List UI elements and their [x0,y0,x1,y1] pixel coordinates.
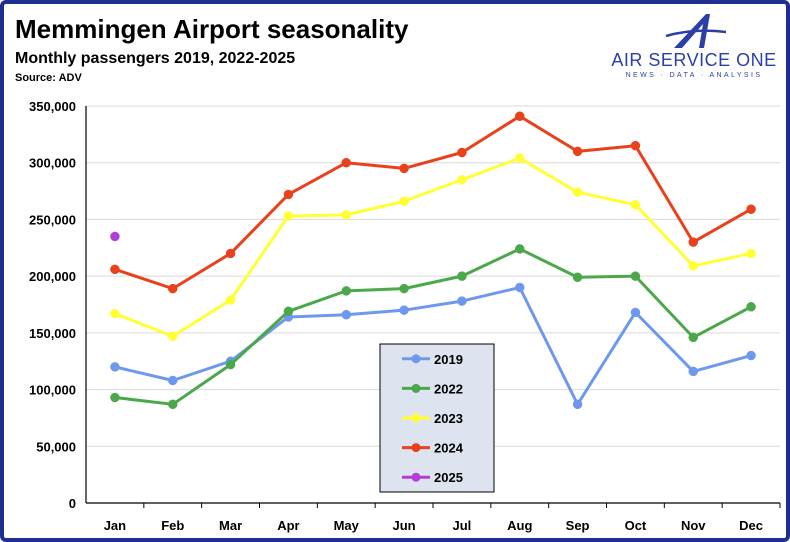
legend-marker-2019 [411,354,421,364]
data-point-2023 [341,210,351,220]
data-point-2024 [341,157,351,168]
data-point-2022 [630,271,641,281]
legend-label-2019: 2019 [434,352,463,367]
data-point-2019 [572,399,583,410]
legend-box [379,343,495,493]
data-point-2023 [630,199,641,210]
series-line-2024 [114,114,752,291]
data-point-2022 [399,283,409,294]
data-point-2024 [630,140,641,151]
data-point-2024 [110,264,120,275]
y-tick-label: 0 [69,496,76,511]
legend-marker-2025 [411,472,421,482]
x-tick-label: Oct [625,518,647,533]
data-point-2022 [168,399,178,410]
x-tick-label: Jun [393,518,416,533]
y-tick-label: 200,000 [29,269,76,284]
x-tick-label: Sep [566,518,590,533]
data-point-2023 [225,295,236,305]
x-tick-label: Nov [681,518,706,533]
data-point-2024 [283,189,294,200]
data-point-2023 [515,153,525,163]
data-point-2019 [110,362,120,372]
data-point-2022 [283,306,294,317]
data-point-2025 [110,231,120,242]
data-point-2019 [688,366,698,377]
x-tick-label: Feb [161,518,184,533]
chart-title: Memmingen Airport seasonality [15,14,409,44]
logo-tagline: NEWS · DATA · ANALYSIS [625,72,763,79]
data-point-2023 [688,261,698,271]
data-point-2019 [168,375,178,386]
x-tick-label: Dec [739,518,763,533]
data-point-2019 [515,282,525,293]
chart-subtitle: Monthly passengers 2019, 2022-2025 [15,50,296,67]
y-tick-label: 100,000 [29,383,76,398]
data-point-2023 [457,174,467,185]
data-point-2019 [341,309,351,320]
data-point-2023 [572,187,583,197]
data-point-2024 [515,111,525,121]
x-tick-label: Jan [104,518,126,533]
data-point-2024 [225,248,236,259]
data-point-2024 [399,163,409,174]
series-line-2019 [114,285,752,406]
x-tick-label: Aug [507,518,532,533]
legend-marker-2024 [411,443,421,453]
x-tick-label: Apr [277,518,299,533]
legend-marker-2022 [411,383,421,393]
data-point-2022 [746,302,756,312]
series-line-2022 [114,247,752,406]
data-point-2024 [457,147,467,158]
logo-name: AIR SERVICE ONE [611,50,777,70]
legend-label-2025: 2025 [434,470,463,485]
data-point-2024 [572,146,583,157]
logo-mark-icon [665,14,727,48]
air-service-one-logo: AIR SERVICE ONE NEWS · DATA · ANALYSIS [604,10,784,82]
data-point-2022 [688,332,698,343]
data-point-2022 [515,244,525,254]
legend-label-2023: 2023 [434,411,463,426]
data-point-2022 [110,392,120,403]
x-tick-label: Mar [219,518,242,533]
data-point-2022 [457,271,467,281]
y-tick-label: 150,000 [29,326,76,341]
legend-label-2024: 2024 [434,441,464,456]
x-tick-label: Jul [453,518,472,533]
data-point-2019 [630,307,641,318]
y-tick-label: 50,000 [36,439,76,454]
data-point-2023 [283,211,294,221]
data-point-2019 [399,305,409,315]
data-point-2019 [746,350,756,361]
legend-label-2022: 2022 [434,381,463,396]
line-chart: 0 50,000 100,000 150,000 200,000 250,000 300,0… [29,99,781,533]
chart-source: Source: ADV [15,72,82,84]
y-tick-label: 350,000 [29,99,76,114]
data-point-2022 [225,359,236,370]
data-point-2022 [572,272,583,283]
data-point-2024 [746,204,756,214]
series-line-2023 [114,156,752,338]
data-point-2024 [688,237,698,247]
data-point-2019 [457,296,467,306]
x-tick-label: May [334,518,360,533]
legend-marker-2023 [411,413,421,423]
y-tick-label: 250,000 [29,212,76,227]
data-point-2023 [110,308,120,319]
data-point-2024 [168,283,178,294]
data-point-2023 [399,196,409,207]
data-point-2023 [746,248,756,259]
y-tick-label: 300,000 [29,156,76,171]
data-point-2022 [341,286,351,296]
data-point-2023 [168,331,178,342]
